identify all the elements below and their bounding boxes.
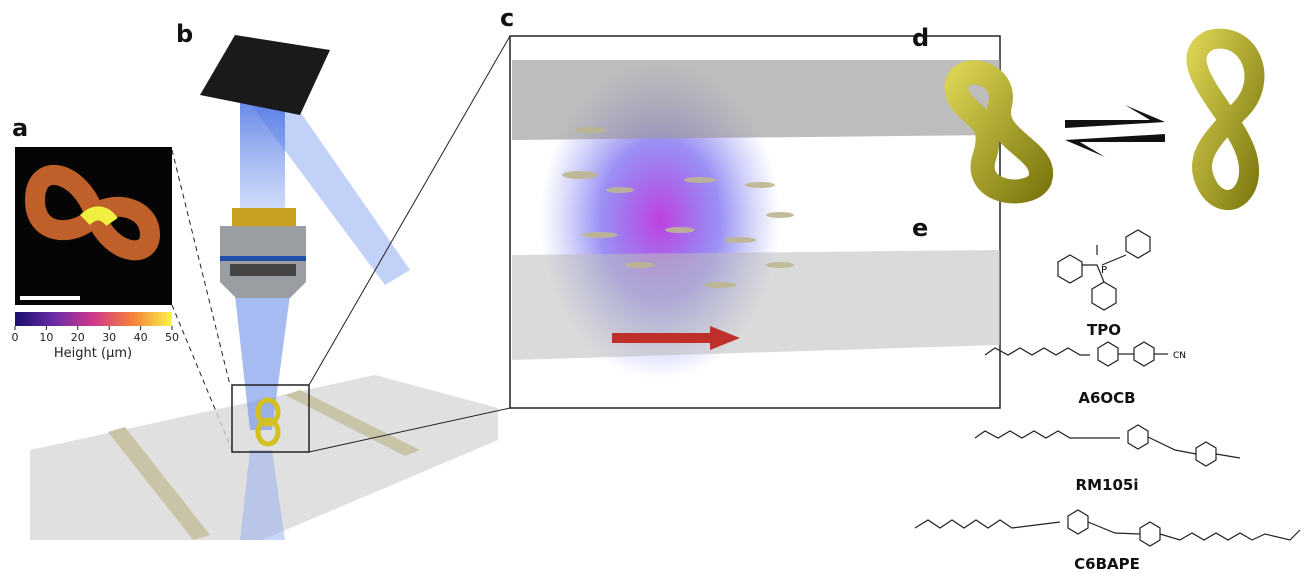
panel-label: c [500,4,514,32]
compound-name: C6BAPE [1074,555,1140,573]
equilibrium-arrow [1065,105,1165,128]
atom-label: CN [1173,351,1186,361]
compound-name: RM105i [1076,476,1139,494]
panel-label: b [176,20,193,48]
compound-name: TPO [1087,321,1121,339]
projector [200,35,330,115]
panel-label: d [912,24,929,52]
figure: a Height (μm) 0 10 20 30 40 50 b c d e P CN T… [0,0,1309,573]
objective-grip [230,264,296,276]
colorbar-tick-label: 20 [71,331,85,344]
panel-label: e [912,214,928,242]
compound-name: A6OCB [1078,389,1135,407]
glass-plate [512,250,1000,360]
colorbar-title: Height (μm) [54,346,132,361]
equilibrium-arrow [1065,134,1165,157]
scale-bar [20,296,80,300]
objective [220,226,306,298]
colorbar-tick-label: 40 [134,331,148,344]
page: a Height (μm) 0 10 20 30 40 50 b c d e P CN T… [0,0,1309,573]
colorbar [15,312,172,326]
colorbar-tick-label: 10 [39,331,53,344]
objective-ring [232,208,296,226]
objective-band [220,256,306,261]
colorbar-tick-label: 50 [165,331,179,344]
colorbar-tick-label: 30 [102,331,116,344]
colorbar-tick-label: 0 [12,331,19,344]
helix-shape [1196,39,1254,200]
panel-label: a [12,114,28,142]
atom-label: P [1101,265,1107,276]
